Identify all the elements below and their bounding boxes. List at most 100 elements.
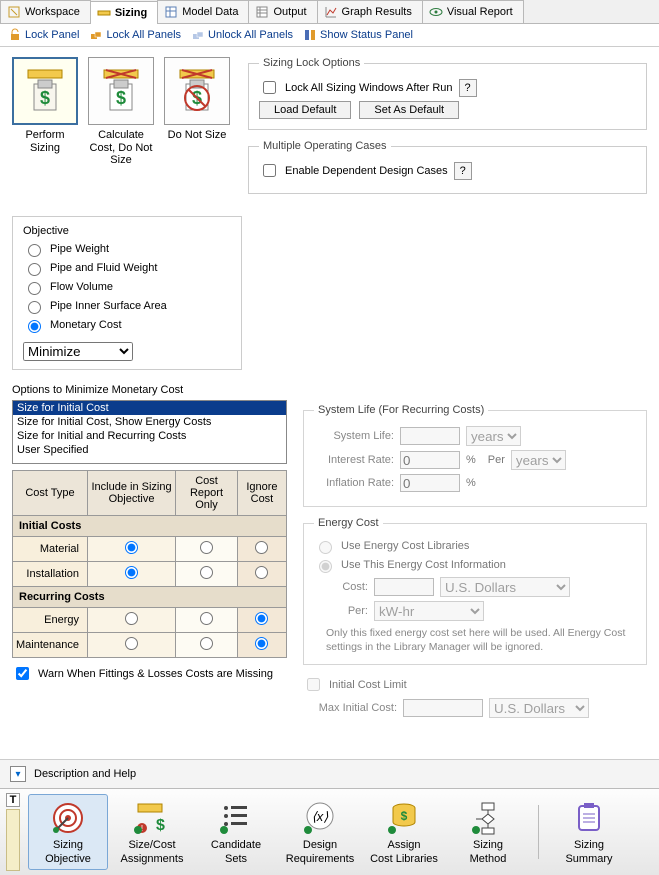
- energy-report-radio[interactable]: [200, 612, 213, 625]
- energy-include-radio[interactable]: [125, 612, 138, 625]
- svg-text:$: $: [116, 88, 126, 108]
- energy-ignore-radio[interactable]: [255, 612, 268, 625]
- wizard-sizing-method[interactable]: Sizing Method: [448, 795, 528, 869]
- group-label: Objective: [23, 225, 231, 237]
- material-report-radio[interactable]: [200, 541, 213, 554]
- unlock-all-button[interactable]: Unlock All Panels: [191, 28, 293, 42]
- ruler-mode-toggle[interactable]: [6, 809, 20, 871]
- obj-monetary-cost-radio[interactable]: [28, 320, 41, 333]
- radio-label: Flow Volume: [50, 281, 113, 293]
- wizard-candidate-sets[interactable]: Candidate Sets: [196, 795, 276, 869]
- ruler-dollar-icon: $!: [134, 800, 170, 836]
- install-include-radio[interactable]: [125, 566, 138, 579]
- load-default-button[interactable]: Load Default: [259, 101, 351, 119]
- field-label: Max Initial Cost:: [307, 702, 397, 714]
- wizard-sizing-summary[interactable]: Sizing Summary: [549, 795, 629, 869]
- material-include-radio[interactable]: [125, 541, 138, 554]
- wiz-label: Candidate: [211, 839, 261, 851]
- description-help-label: Description and Help: [34, 768, 136, 780]
- wizard-assign-cost-libraries[interactable]: $ Assign Cost Libraries: [364, 795, 444, 869]
- list-item[interactable]: Size for Initial Cost, Show Energy Costs: [13, 415, 286, 429]
- obj-pipe-inner-area-radio[interactable]: [28, 301, 41, 314]
- do-not-size-button[interactable]: $ Do Not Size: [164, 57, 230, 167]
- wiz-label: Assignments: [121, 853, 184, 865]
- sizing-mode-group: $ Perform Sizing $ Calculate Cost, Do No…: [12, 57, 230, 167]
- perform-sizing-button[interactable]: $ Perform Sizing: [12, 57, 78, 167]
- cost-options-listbox[interactable]: Size for Initial Cost Size for Initial C…: [12, 400, 287, 464]
- mode-caption: Perform Sizing: [12, 129, 78, 154]
- obj-flow-volume-radio[interactable]: [28, 282, 41, 295]
- maint-include-radio[interactable]: [125, 637, 138, 650]
- warn-fittings-checkbox[interactable]: [16, 667, 29, 680]
- lock-after-run-help-button[interactable]: ?: [459, 79, 477, 97]
- tab-sizing[interactable]: Sizing: [90, 1, 158, 24]
- objective-direction-select[interactable]: Minimize: [23, 342, 133, 361]
- dependent-cases-help-button[interactable]: ?: [454, 162, 472, 180]
- do-not-size-icon: $: [174, 66, 220, 116]
- maint-report-radio[interactable]: [200, 637, 213, 650]
- options-heading: Options to Minimize Monetary Cost: [12, 384, 647, 396]
- max-initial-cost-input: [403, 699, 483, 717]
- system-life-group: System Life (For Recurring Costs) System…: [303, 404, 647, 507]
- wiz-label: Sizing: [574, 839, 604, 851]
- interest-per-select: years: [511, 450, 566, 470]
- unlock-all-icon: [191, 28, 205, 42]
- lock-all-button[interactable]: Lock All Panels: [89, 28, 181, 42]
- energy-cost-per-select: kW-hr: [374, 601, 484, 621]
- text-mode-toggle[interactable]: T: [6, 793, 20, 807]
- tab-output[interactable]: Output: [248, 0, 317, 23]
- maint-ignore-radio[interactable]: [255, 637, 268, 650]
- tab-model-data[interactable]: Model Data: [157, 0, 249, 23]
- wizard-sizing-objective[interactable]: Sizing Objective: [28, 794, 108, 870]
- calculate-cost-button[interactable]: $ Calculate Cost, Do Not Size: [88, 57, 154, 167]
- lock-toolbar: Lock Panel Lock All Panels Unlock All Pa…: [0, 24, 659, 47]
- checkbox-label: Lock All Sizing Windows After Run: [285, 82, 453, 94]
- energy-cost-group: Energy Cost Use Energy Cost Libraries Us…: [303, 517, 647, 665]
- material-ignore-radio[interactable]: [255, 541, 268, 554]
- initial-cost-limit-checkbox: [307, 678, 320, 691]
- system-life-units-select: years: [466, 426, 521, 446]
- wiz-label: Sizing: [473, 839, 503, 851]
- wizard-design-requirements[interactable]: ⟨x⟩ Design Requirements: [280, 795, 360, 869]
- energy-cost-currency-select: U.S. Dollars: [440, 577, 570, 597]
- sizing-panel: $ Perform Sizing $ Calculate Cost, Do No…: [0, 47, 659, 759]
- wizard-bar: T Sizing Objective $! Size/Cost Assignme…: [0, 788, 659, 875]
- enable-dependent-checkbox[interactable]: [263, 164, 276, 177]
- wiz-label: Cost Libraries: [370, 853, 438, 865]
- wiz-label: Design: [303, 839, 337, 851]
- sizing-lock-options: Sizing Lock Options Lock All Sizing Wind…: [248, 57, 647, 130]
- list-item[interactable]: Size for Initial and Recurring Costs: [13, 429, 286, 443]
- per-label: Per: [488, 454, 505, 466]
- install-report-radio[interactable]: [200, 566, 213, 579]
- summary-icon: [571, 800, 607, 836]
- svg-text:$: $: [40, 88, 50, 108]
- tab-graph-results[interactable]: Graph Results: [317, 0, 423, 23]
- lock-panel-button[interactable]: Lock Panel: [8, 28, 79, 42]
- tab-label: Output: [273, 6, 306, 18]
- set-as-default-button[interactable]: Set As Default: [359, 101, 459, 119]
- system-life-input: [400, 427, 460, 445]
- checkbox-label: Initial Cost Limit: [329, 679, 407, 691]
- show-status-button[interactable]: Show Status Panel: [303, 28, 413, 42]
- row-label: Maintenance: [13, 633, 88, 658]
- lock-after-run-checkbox[interactable]: [263, 81, 276, 94]
- wizard-size-cost-assignments[interactable]: $! Size/Cost Assignments: [112, 795, 192, 869]
- show-status-label: Show Status Panel: [320, 29, 413, 41]
- radio-label: Pipe and Fluid Weight: [50, 262, 157, 274]
- target-icon: [50, 800, 86, 836]
- list-item[interactable]: Size for Initial Cost: [13, 401, 286, 415]
- energy-note: Only this fixed energy cost set here wil…: [326, 627, 636, 654]
- list-item[interactable]: User Specified: [13, 443, 286, 457]
- tab-label: Graph Results: [342, 6, 412, 18]
- tab-visual-report[interactable]: Visual Report: [422, 0, 524, 23]
- description-help-bar[interactable]: ▾ Description and Help: [0, 759, 659, 788]
- radio-label: Use This Energy Cost Information: [341, 559, 506, 571]
- radio-label: Pipe Inner Surface Area: [50, 300, 167, 312]
- radio-label: Use Energy Cost Libraries: [341, 540, 469, 552]
- install-ignore-radio[interactable]: [255, 566, 268, 579]
- obj-pipe-weight-radio[interactable]: [28, 244, 41, 257]
- tab-workspace[interactable]: Workspace: [0, 0, 91, 23]
- obj-pipe-fluid-weight-radio[interactable]: [28, 263, 41, 276]
- wiz-label: Requirements: [286, 853, 354, 865]
- row-label: Energy: [13, 608, 88, 633]
